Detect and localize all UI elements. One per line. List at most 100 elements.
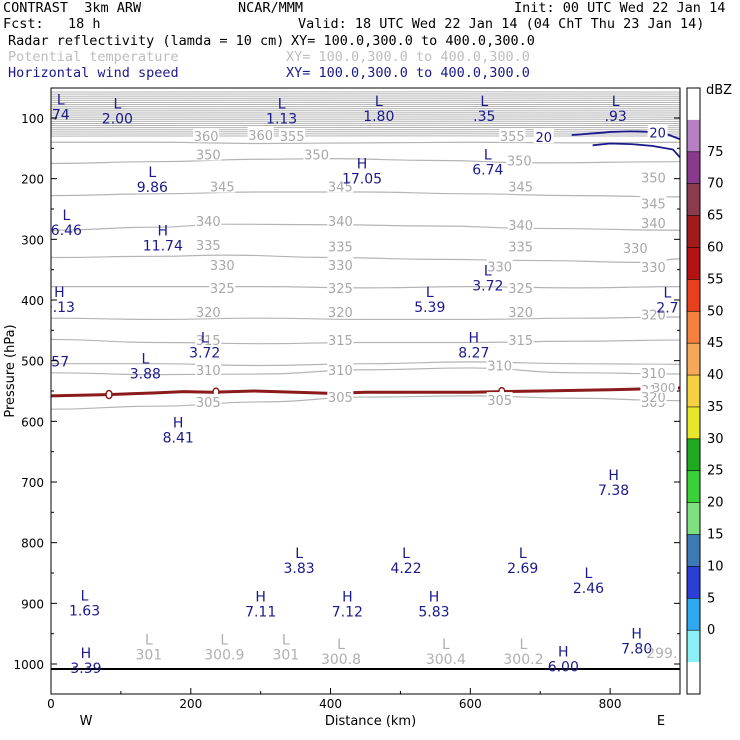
theta-label-bg	[327, 238, 354, 253]
theta-label: 340	[641, 217, 666, 232]
theta-label-bg	[195, 393, 222, 408]
theta-label: 310	[487, 360, 512, 375]
extremum-mark: L	[484, 264, 492, 280]
theta-label-bg	[640, 214, 667, 229]
theta-upper-line	[51, 99, 680, 102]
colorbar-swatch	[687, 470, 700, 503]
y-tick-label: 700	[21, 476, 44, 490]
theta-label-bg	[193, 128, 220, 143]
front-end-label: 300.	[653, 381, 680, 395]
extremum-value: 3.39	[70, 661, 101, 677]
colorbar-swatch	[687, 375, 700, 408]
theta-upper-line	[51, 118, 680, 121]
field1-name: Radar reflectivity (lamda = 10 cm)	[8, 33, 285, 49]
theta-label: 345	[328, 181, 353, 196]
extremum-mark: L	[426, 285, 434, 301]
theta-label-bg	[195, 236, 222, 251]
extremum-mark: L	[585, 566, 593, 582]
extremum-value: 11.74	[143, 239, 183, 255]
extremum-mark: L	[141, 352, 149, 368]
colorbar-label: 55	[707, 272, 724, 287]
extremum-value: 301	[135, 648, 162, 664]
colorbar-swatch	[687, 151, 700, 184]
theta-label: 325	[328, 282, 353, 297]
extremum-value: 2.7	[656, 301, 678, 317]
y-tick-label: 300	[21, 233, 44, 247]
extremum-value: .35	[473, 109, 495, 125]
init-time: Init: 00 UTC Wed 22 Jan 14	[514, 0, 726, 16]
extremum-mark: L	[295, 546, 303, 562]
extremum-mark: L	[62, 208, 70, 224]
colorbar-label: 60	[707, 240, 724, 255]
theta-label: 355	[280, 130, 305, 145]
theta-label-bg	[209, 178, 236, 193]
extremum-value: 8.41	[163, 430, 194, 446]
theta-label-bg	[486, 258, 513, 273]
extremum-mark: L	[145, 633, 153, 649]
theta-contour-345	[51, 191, 680, 198]
theta-label-bg	[195, 361, 222, 376]
y-tick-label: 200	[21, 173, 44, 187]
theta-upper-line	[51, 105, 680, 108]
extremum-mark: H	[81, 646, 92, 662]
extremum-mark: H	[255, 590, 266, 606]
theta-upper-line	[51, 103, 680, 106]
theta-label-bg	[195, 304, 222, 319]
y-axis-title: Pressure (hPa)	[3, 324, 18, 417]
extremum-mark: L	[220, 633, 228, 649]
extremum-value: 5.83	[418, 605, 449, 621]
theta-upper-line	[51, 124, 680, 127]
theta-contour-320	[51, 338, 680, 345]
theta-label-bg	[507, 216, 534, 231]
extremum-value: 17.05	[342, 171, 382, 187]
theta-label-bg	[640, 259, 667, 274]
extremum-mark: H	[342, 590, 353, 606]
theta-label-bg	[507, 178, 534, 193]
theta-label: 340	[328, 215, 353, 230]
theta-label: 350	[196, 148, 221, 163]
colorbar-swatch	[687, 502, 700, 535]
extremum-value: 3.83	[284, 561, 315, 577]
extremum-value: 5.39	[414, 300, 445, 316]
theta-label: 345	[508, 181, 533, 196]
theta-label: 325	[210, 282, 235, 297]
extremum-value: 7.12	[332, 605, 363, 621]
extremum-value: 1.80	[363, 109, 394, 125]
theta-label: 350	[304, 148, 329, 163]
theta-label: 350	[641, 171, 666, 186]
wind-label-bg	[647, 124, 668, 139]
theta-contour-315	[51, 361, 680, 367]
colorbar-unit: dBZ	[706, 83, 732, 98]
colorbar-label: 0	[707, 623, 715, 638]
theta-label-bg	[327, 361, 354, 376]
extremum-value: 300.2	[503, 652, 543, 668]
theta-label: 340	[508, 219, 533, 234]
theta-upper-line	[51, 101, 680, 104]
theta-label-bg	[279, 128, 306, 143]
theta-label: 315	[328, 334, 353, 349]
extremum-mark: L	[375, 94, 383, 110]
front-marker	[105, 389, 113, 400]
extremum-value: 6.00	[548, 660, 579, 676]
theta-label-bg	[195, 146, 222, 161]
wind-label-bg	[533, 129, 554, 144]
theta-upper-line	[51, 108, 680, 110]
theta-label: 310	[328, 364, 353, 379]
extremum-mark: H	[558, 645, 569, 661]
theta-label: 315	[196, 334, 221, 349]
extremum-value: 7.11	[245, 605, 276, 621]
x-axis-title: Distance (km)	[325, 714, 416, 729]
colorbar-label: 45	[707, 336, 724, 351]
extremum-value: 1.63	[69, 603, 100, 619]
extremum-mark: L	[148, 165, 156, 181]
theta-label-bg	[195, 213, 222, 228]
theta-label: 335	[508, 241, 533, 256]
colorbar-label: 40	[707, 368, 724, 383]
theta-contour-325	[51, 316, 680, 321]
extremum-value: 300.9	[204, 648, 244, 664]
theta-label: 340	[196, 215, 221, 230]
extremum-value: 2.00	[102, 111, 133, 127]
theta-label: 315	[508, 334, 533, 349]
theta-label-bg	[327, 256, 354, 271]
